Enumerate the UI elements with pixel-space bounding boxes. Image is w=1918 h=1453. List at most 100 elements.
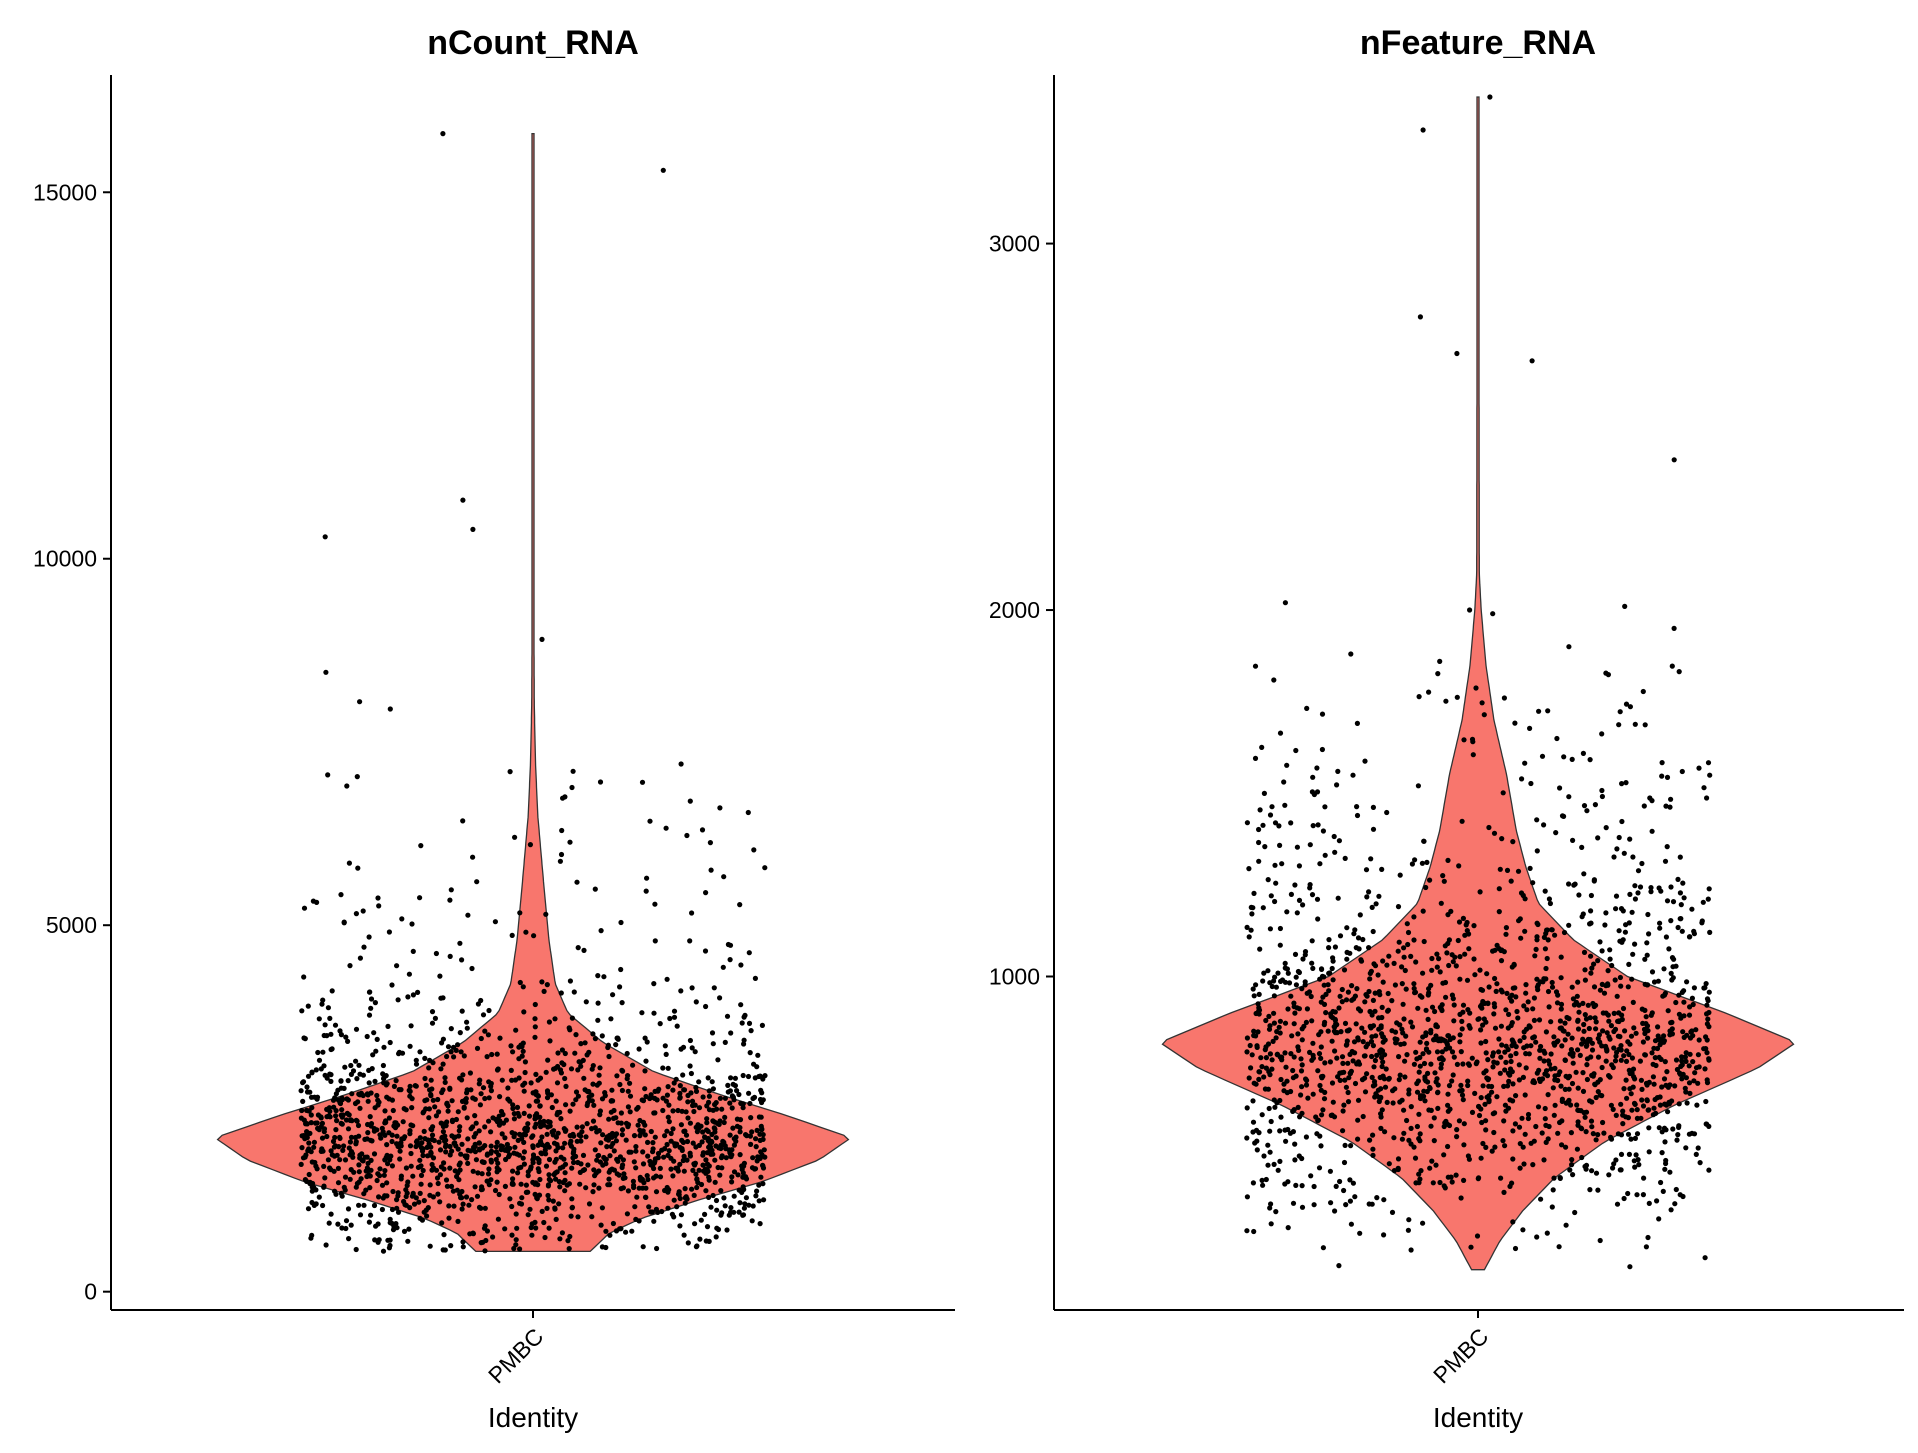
data-point [389,1097,395,1103]
data-point [374,1036,380,1042]
data-point [1702,1255,1708,1261]
data-point [1269,1057,1275,1063]
data-point [621,1171,627,1177]
data-point [1584,808,1590,814]
data-point [430,1060,436,1066]
data-point [396,1087,402,1093]
data-point [309,1159,315,1165]
data-point [1498,958,1505,964]
data-point [1597,1077,1603,1083]
data-point [1417,1131,1423,1137]
data-point [348,1062,354,1069]
data-point [1346,1075,1352,1081]
data-point [602,1090,608,1096]
data-point [1623,1077,1629,1083]
data-point [725,1089,731,1095]
data-point [614,1156,620,1162]
data-point [746,1090,752,1096]
data-point [456,1177,462,1183]
data-point [1502,1102,1508,1108]
data-point [485,1171,492,1177]
data-point [1355,935,1362,941]
data-point [1304,705,1310,712]
data-point [1568,1130,1574,1136]
data-point [298,1088,304,1094]
data-point [1679,1076,1685,1082]
data-point [1404,1052,1410,1058]
data-point [1644,1023,1651,1029]
data-point [1429,1158,1435,1164]
data-point [447,953,453,960]
outlier-point [539,636,545,643]
data-point [1284,966,1290,972]
data-point [1465,1082,1471,1089]
data-point [1256,839,1262,846]
data-point [355,1099,361,1105]
data-point [642,1086,648,1092]
data-point [1283,1138,1289,1144]
data-point [1277,1018,1283,1024]
data-point [443,1177,450,1183]
data-point [1399,981,1405,987]
data-point [546,1225,552,1231]
data-point [1267,1128,1273,1134]
data-point [655,1155,661,1161]
data-point [1260,822,1266,828]
data-point [426,1115,432,1121]
data-point [1326,945,1332,951]
data-point [1580,1088,1587,1094]
data-point [625,1122,632,1128]
data-point [1508,1058,1514,1065]
data-point [722,1203,728,1209]
data-point [357,1105,363,1111]
data-point [1282,802,1288,808]
data-point [304,1089,311,1095]
data-point [1263,1176,1269,1183]
data-point [1421,838,1427,844]
data-point [1615,1131,1621,1137]
data-point [1541,822,1547,828]
data-point [1364,894,1370,900]
data-point [537,1103,543,1109]
data-point [418,843,424,849]
data-point [681,1153,687,1159]
data-point [1423,1046,1430,1052]
data-point [1581,949,1588,956]
data-point [328,1211,334,1217]
data-point [536,1159,542,1166]
data-point [1460,1009,1466,1015]
data-point [581,1167,588,1173]
data-point [1397,1022,1403,1028]
data-point [754,1127,760,1133]
data-point [1343,1084,1349,1090]
data-point [619,1000,625,1006]
data-point [1621,1053,1627,1059]
data-point [1449,952,1455,958]
data-point [1516,1077,1522,1083]
data-point [1593,1026,1599,1032]
data-point [731,1193,737,1199]
data-point [1682,1085,1688,1091]
data-point [1348,1143,1354,1149]
data-point [1473,685,1479,691]
data-point [544,1131,550,1137]
data-point [1444,950,1450,956]
data-point [1319,1112,1325,1118]
data-point [1288,1088,1294,1095]
data-point [1599,1064,1605,1071]
data-point [1505,1083,1511,1089]
data-point [1576,892,1582,898]
data-point [1416,1111,1422,1117]
data-point [509,1168,516,1174]
data-point [381,1044,387,1050]
data-point [1520,1074,1526,1080]
data-point [714,1207,720,1213]
data-point [646,1204,652,1210]
data-point [361,944,367,950]
data-point [1451,1002,1457,1008]
data-point [745,1073,752,1080]
data-point [1489,1089,1495,1095]
data-point [1296,969,1302,976]
data-point [1630,951,1636,957]
data-point [505,1085,511,1091]
